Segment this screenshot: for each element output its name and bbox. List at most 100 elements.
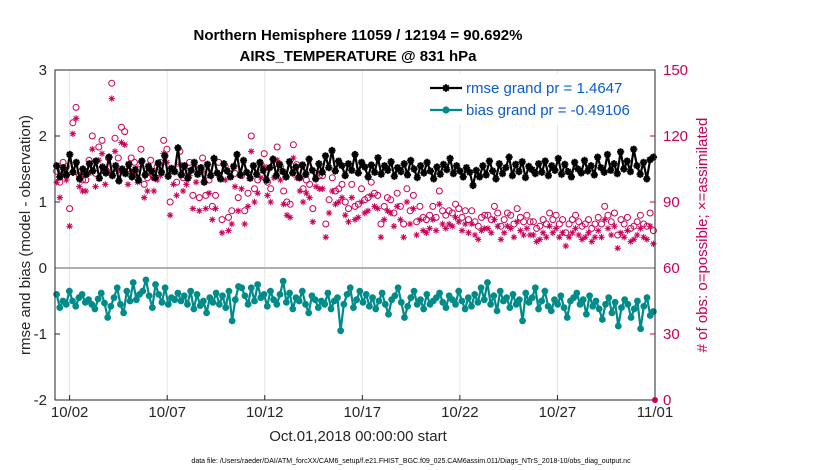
bias-point bbox=[554, 300, 562, 308]
obs-possible-point bbox=[426, 211, 434, 219]
obs-assimilated-point bbox=[478, 227, 485, 234]
bias-point bbox=[480, 296, 488, 304]
obs-assimilated-point bbox=[251, 198, 258, 206]
rmse-point bbox=[548, 162, 556, 170]
bias-point bbox=[164, 300, 172, 308]
obs-possible-point bbox=[636, 211, 644, 219]
obs-assimilated-point bbox=[374, 205, 381, 212]
rmse-point bbox=[79, 165, 87, 173]
bias-series bbox=[53, 276, 657, 335]
rmse-point bbox=[358, 158, 366, 166]
obs-possible-point bbox=[575, 218, 583, 226]
bias-point bbox=[289, 305, 297, 313]
obs-possible-point bbox=[588, 224, 596, 232]
obs-possible-point bbox=[416, 202, 424, 210]
obs-assimilated-point bbox=[494, 223, 501, 230]
obs-possible-point bbox=[247, 132, 255, 140]
rmse-point bbox=[423, 158, 431, 166]
obs-assimilated-point bbox=[510, 234, 518, 241]
bias-point bbox=[238, 284, 246, 292]
obs-assimilated-point bbox=[530, 231, 537, 239]
obs-possible-point bbox=[552, 211, 560, 219]
obs-assimilated-point bbox=[166, 212, 174, 219]
obs-assimilated-point bbox=[523, 225, 531, 232]
obs-assimilated-point bbox=[296, 187, 304, 195]
bias-point bbox=[145, 292, 153, 300]
obs-possible-point bbox=[455, 205, 463, 213]
obs-assimilated-point bbox=[241, 220, 248, 228]
bias-point bbox=[573, 289, 581, 297]
obs-assimilated-point bbox=[429, 216, 436, 223]
rmse-point bbox=[220, 160, 228, 168]
rmse-point bbox=[338, 162, 346, 170]
data-file-footnote: data file: /Users/raeder/DAI/ATM_forcXX/… bbox=[191, 458, 631, 465]
bias-point bbox=[637, 325, 645, 333]
rmse-point bbox=[164, 172, 172, 180]
bias-point bbox=[506, 304, 514, 311]
rmse-point bbox=[318, 168, 326, 176]
bias-point bbox=[401, 314, 408, 321]
rmse-point bbox=[249, 162, 257, 170]
obs-assimilated-point bbox=[436, 201, 443, 208]
rmse-point bbox=[521, 174, 530, 182]
rmse-point bbox=[469, 181, 477, 190]
obs-possible-point bbox=[218, 216, 226, 224]
bias-point bbox=[634, 297, 641, 305]
obs-possible-point bbox=[458, 213, 466, 221]
bias-point bbox=[464, 294, 472, 302]
rmse-point bbox=[92, 157, 100, 165]
obs-possible-point bbox=[234, 194, 242, 202]
bias-point bbox=[142, 276, 150, 284]
rmse-point bbox=[76, 175, 84, 183]
obs-assimilated-point bbox=[497, 236, 505, 243]
obs-assimilated-point bbox=[578, 236, 586, 243]
bias-point bbox=[129, 279, 137, 286]
rmse-point bbox=[525, 162, 533, 170]
obs-possible-point bbox=[494, 209, 502, 217]
rmse-point bbox=[364, 173, 372, 181]
rmse-point bbox=[171, 168, 179, 176]
bias-point bbox=[263, 302, 271, 310]
obs-assimilated-point bbox=[56, 194, 64, 201]
bias-point bbox=[311, 296, 319, 304]
obs-possible-point bbox=[468, 207, 476, 215]
obs-assimilated-point bbox=[345, 218, 352, 225]
rmse-point bbox=[476, 173, 484, 181]
rmse-point bbox=[417, 162, 425, 170]
rmse-point bbox=[217, 175, 225, 183]
obs-possible-point bbox=[555, 220, 563, 228]
legend: rmse grand pr = 1.4647 bias grand pr = -… bbox=[425, 74, 651, 124]
obs-assimilated-point bbox=[627, 238, 634, 245]
bias-point bbox=[241, 292, 249, 300]
bias-point bbox=[474, 298, 482, 306]
obs-possible-point bbox=[322, 220, 330, 228]
obs-assimilated-point bbox=[92, 183, 99, 190]
bias-point bbox=[117, 300, 124, 308]
bias-point bbox=[247, 284, 255, 292]
rmse-point bbox=[259, 166, 267, 174]
rmse-point bbox=[197, 164, 205, 172]
bias-point bbox=[78, 291, 86, 298]
rmse-point bbox=[144, 162, 152, 170]
bias-point bbox=[560, 304, 568, 311]
obs-possible-point bbox=[328, 174, 336, 182]
rmse-point bbox=[574, 165, 582, 173]
obs-assimilated-point bbox=[254, 190, 261, 197]
rmse-point bbox=[312, 175, 320, 183]
bias-point bbox=[586, 292, 593, 300]
obs-assimilated-point bbox=[588, 238, 595, 245]
rmse-point bbox=[607, 166, 615, 174]
rmse-point bbox=[620, 165, 628, 173]
bias-point bbox=[589, 302, 597, 310]
obs-assimilated-point bbox=[371, 203, 378, 210]
rmse-point bbox=[646, 156, 654, 164]
bias-point bbox=[538, 297, 546, 305]
rmse-point bbox=[115, 177, 123, 185]
bias-point bbox=[126, 297, 134, 305]
obs-assimilated-point bbox=[238, 185, 245, 192]
obs-assimilated-point bbox=[591, 234, 599, 241]
rmse-point bbox=[446, 154, 454, 162]
bias-point bbox=[394, 284, 402, 292]
bias-point bbox=[203, 309, 210, 317]
rmse-point bbox=[538, 168, 546, 176]
